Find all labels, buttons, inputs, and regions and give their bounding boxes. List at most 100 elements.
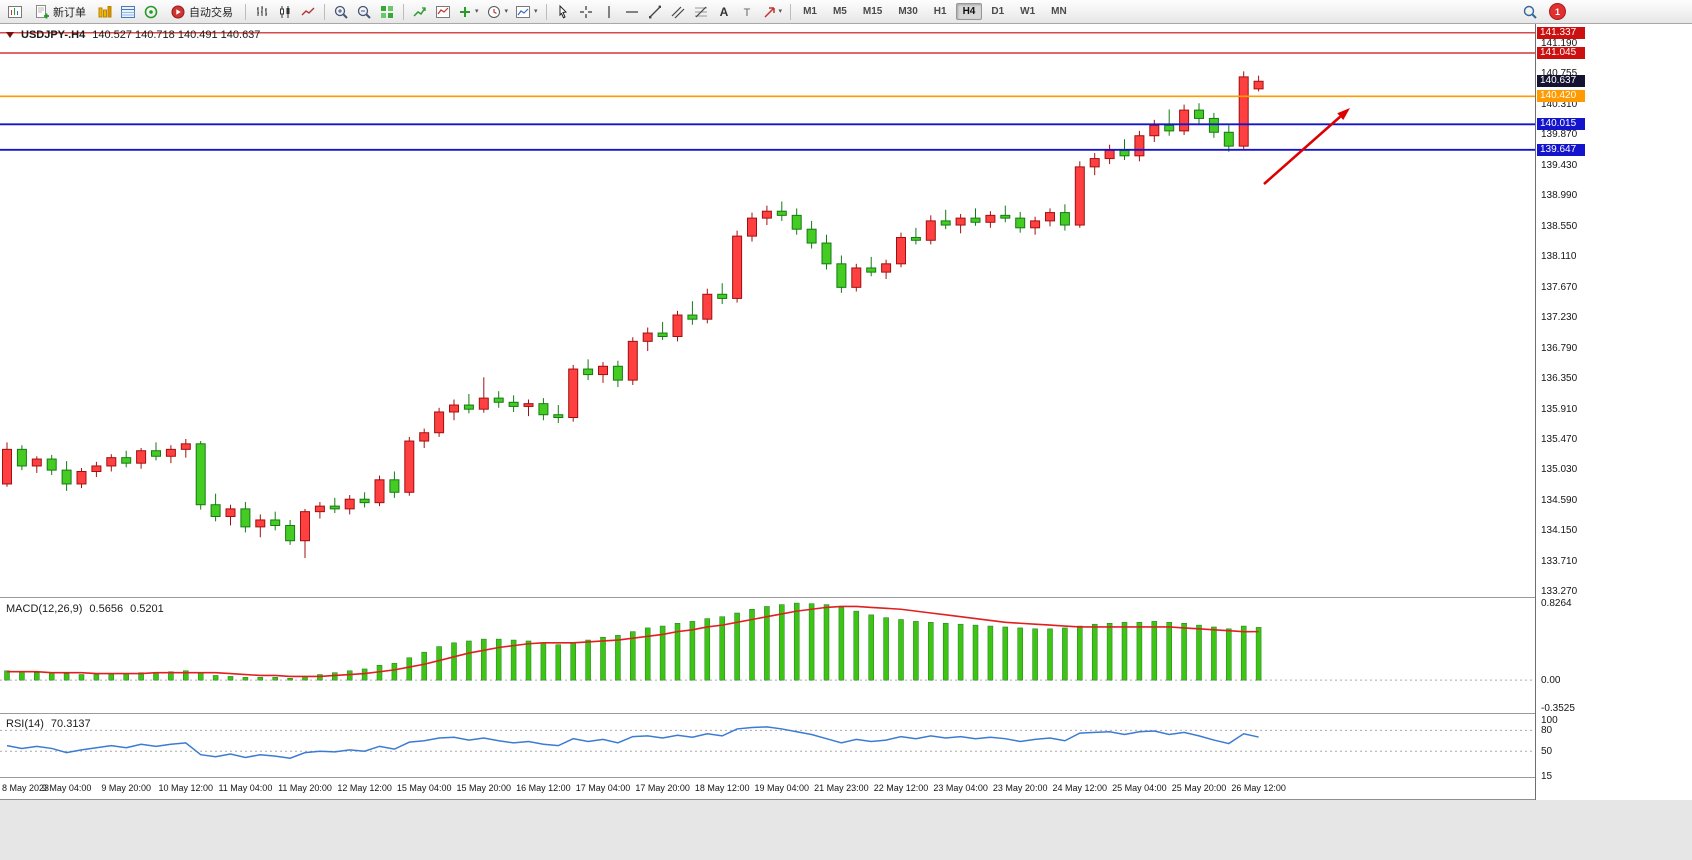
candlestick-chart-button[interactable] (274, 2, 296, 22)
templates-button[interactable]: ▾ (512, 2, 541, 22)
text-label-icon: T (743, 7, 750, 19)
notification-badge[interactable]: 1 (1549, 3, 1566, 20)
chart-window-button[interactable] (4, 2, 26, 22)
vertical-line-icon (607, 5, 610, 18)
zoom-in-button[interactable] (330, 2, 352, 22)
new-order-label: 新订单 (53, 6, 86, 19)
indicator-list-button[interactable] (432, 2, 454, 22)
zoom-out-button[interactable] (353, 2, 375, 22)
bar-chart-icon (257, 5, 267, 16)
time-axis-label: 9 May 04:00 (41, 783, 92, 793)
trendline-button[interactable] (644, 2, 666, 22)
price-scale[interactable]: 141.190 140.755 140.310 139.870 139.430 138.9… (1536, 24, 1692, 800)
crosshair-icon (579, 5, 592, 18)
fibonacci-button[interactable] (690, 2, 712, 22)
price-tick-label: 139.870 (1541, 129, 1578, 141)
time-axis-label: 23 May 20:00 (992, 783, 1048, 793)
auto-trading-button[interactable]: 自动交易 (163, 2, 240, 22)
level-price-badge: 139.647 (1537, 143, 1585, 156)
macd-pane-canvas[interactable] (0, 599, 1535, 713)
symbol-period-label: USDJPY-.H4 (21, 29, 86, 41)
timeframe-button-W1[interactable]: W1 (1020, 6, 1036, 17)
arrows-button[interactable]: ▾ (759, 2, 786, 22)
indicator-list-icon (436, 5, 450, 18)
rsi-label: RSI(14) 70.3137 (6, 718, 91, 730)
fibonacci-icon (694, 6, 707, 17)
tile-windows-button[interactable] (376, 2, 398, 22)
cursor-icon (559, 4, 567, 18)
svg-text:T: T (743, 7, 750, 19)
time-axis[interactable]: 8 May 2023 9 May 04:00 9 May 20:00 10 May 1… (0, 779, 1535, 799)
line-chart-button[interactable] (297, 2, 319, 22)
rsi-tick-label: 100 (1541, 715, 1558, 726)
text-button[interactable]: A (713, 2, 735, 22)
cursor-button[interactable] (552, 2, 574, 22)
toolbar-separator (403, 3, 404, 20)
channel-button[interactable] (667, 2, 689, 22)
price-tick-label: 141.190 (1541, 37, 1578, 49)
pane-separator[interactable] (0, 777, 1692, 778)
timeframe-button-M5[interactable]: M5 (832, 6, 847, 17)
price-tick-label: 135.910 (1541, 403, 1578, 415)
crosshair-button[interactable] (575, 2, 597, 22)
horizontal-line-button[interactable] (621, 2, 643, 22)
market-watch-button[interactable] (94, 2, 116, 22)
price-tick-label: 136.350 (1541, 373, 1578, 385)
search-icon (1523, 5, 1537, 19)
vertical-line-button[interactable] (598, 2, 620, 22)
pane-separator[interactable] (0, 597, 1692, 598)
price-tick-label: 135.470 (1541, 433, 1578, 445)
chart-window-icon (8, 5, 22, 18)
price-tick-label: 138.110 (1541, 251, 1577, 263)
timeframe-button-MN[interactable]: MN (1051, 6, 1067, 17)
price-chart-canvas[interactable] (0, 24, 1535, 597)
price-scale-border (1535, 24, 1536, 800)
timeframe-group: M1 M5 M15 M30 H1 H4 D1 W1 MN (796, 3, 1074, 20)
timeframe-button-M1[interactable]: M1 (803, 6, 817, 17)
time-axis-label: 16 May 12:00 (516, 783, 571, 793)
time-axis-label: 12 May 12:00 (337, 783, 392, 793)
navigator-button[interactable] (140, 2, 162, 22)
time-axis-label: 9 May 20:00 (101, 783, 151, 793)
zoom-in-icon (334, 5, 348, 19)
toolbar: 新订单 自动交易 (0, 0, 1692, 24)
macd-signal-line (7, 605, 1259, 678)
macd-main-value: 0.5656 (89, 603, 124, 615)
time-axis-label: 15 May 04:00 (396, 783, 452, 793)
new-order-button[interactable]: 新订单 (27, 2, 93, 22)
indicators-button[interactable] (409, 2, 431, 22)
text-label-button[interactable]: T (736, 2, 758, 22)
rsi-pane-canvas[interactable] (0, 715, 1535, 777)
macd-name: MACD(12,26,9) (6, 603, 83, 615)
add-indicator-button[interactable]: ▾ (455, 2, 482, 22)
arrow-annotation[interactable] (1263, 115, 1342, 185)
timeframe-button-M30[interactable]: M30 (898, 6, 918, 17)
chevron-down-icon: ▾ (504, 8, 509, 15)
pane-separator[interactable] (0, 713, 1692, 714)
time-axis-label: 19 May 04:00 (754, 783, 810, 793)
timeframe-button-M15[interactable]: M15 (862, 6, 883, 17)
bid-price-badge: 140.637 (1537, 75, 1585, 88)
price-tick-label: 133.270 (1541, 586, 1578, 598)
horizontal-line-icon (625, 10, 638, 13)
trendline-icon (648, 5, 661, 18)
periodicity-button[interactable]: ▾ (483, 2, 512, 22)
timeframe-button-H1[interactable]: H1 (933, 6, 947, 17)
timeframe-button-D1[interactable]: D1 (991, 6, 1005, 17)
price-tick-label: 138.990 (1541, 190, 1578, 202)
bar-chart-button[interactable] (251, 2, 273, 22)
search-button[interactable] (1519, 2, 1541, 22)
time-axis-label: 11 May 04:00 (218, 783, 273, 793)
arrow-annotation-head[interactable] (1337, 108, 1350, 120)
time-axis-label: 21 May 23:00 (814, 783, 869, 793)
toolbar-separator (324, 3, 325, 20)
macd-label: MACD(12,26,9) 0.5656 0.5201 (6, 603, 164, 615)
time-axis-label: 17 May 20:00 (635, 783, 690, 793)
timeframe-button-H4[interactable]: H4 (955, 3, 983, 20)
macd-histogram-group (4, 602, 1262, 681)
price-tick-label: 139.430 (1541, 159, 1578, 171)
chart-collapse-icon[interactable] (6, 32, 14, 38)
data-window-button[interactable] (117, 2, 139, 22)
time-axis-label: 26 May 12:00 (1231, 783, 1286, 793)
arrows-icon (764, 6, 775, 18)
